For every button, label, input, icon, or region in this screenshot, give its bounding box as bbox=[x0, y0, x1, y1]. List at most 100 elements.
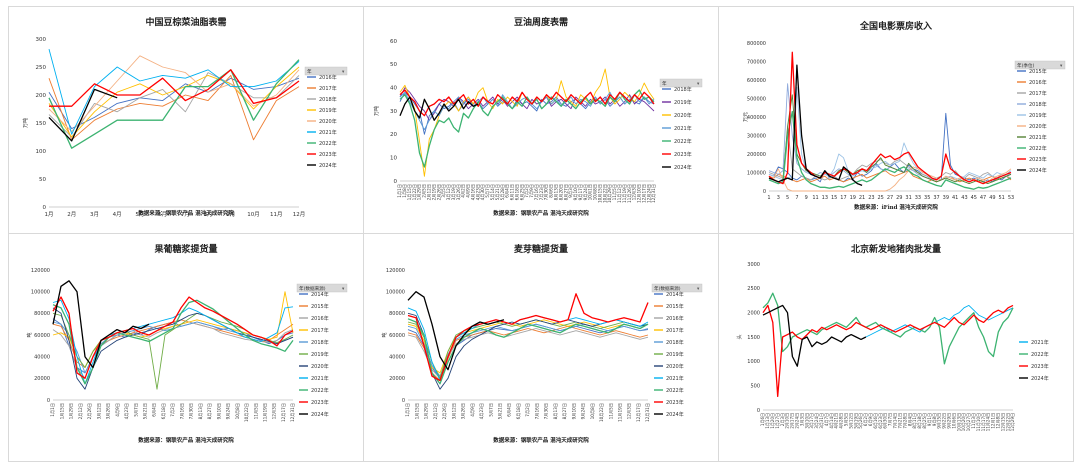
source-note: 数据来源：iFind 混沌天成研究院 bbox=[854, 203, 938, 211]
y-tick-label: 40000 bbox=[389, 354, 405, 360]
series-line-2023年 bbox=[762, 304, 1014, 398]
legend-label: 2023年 bbox=[319, 151, 337, 158]
x-tick-label: 10月8日 bbox=[590, 403, 596, 419]
x-tick-label: 7月16日 bbox=[179, 403, 185, 419]
filter-dropdown-icon[interactable]: ▾ bbox=[697, 82, 700, 87]
x-tick-label: 23 bbox=[868, 195, 874, 201]
legend-label: 2019年 bbox=[319, 107, 337, 114]
x-tick-label: 35 bbox=[924, 195, 930, 201]
series-line-2024年 bbox=[48, 88, 118, 142]
x-tick-label: 33 bbox=[915, 195, 921, 201]
x-tick-label: 11月24日 bbox=[986, 413, 991, 431]
x-tick-label: 41 bbox=[952, 195, 958, 201]
y-tick-label: 80000 bbox=[34, 311, 50, 317]
x-tick-label: 9月8日 bbox=[932, 413, 937, 426]
x-tick-label: 6月23日 bbox=[878, 413, 883, 429]
y-tick-label: 1000 bbox=[747, 359, 760, 365]
x-tick-label: 11月5日 bbox=[612, 184, 618, 200]
x-tick-label: 1月15日 bbox=[414, 403, 420, 419]
y-axis-label: 万吨 bbox=[22, 118, 29, 128]
series-line-2022年 bbox=[407, 318, 649, 385]
x-tick-label: 5月 bbox=[135, 211, 144, 218]
x-tick-label: 6月30日 bbox=[883, 413, 888, 429]
y-tick-label: 500000 bbox=[747, 96, 766, 102]
legend-header-box[interactable] bbox=[1014, 60, 1066, 70]
series-line-2024年 bbox=[762, 304, 867, 367]
legend-header-box[interactable] bbox=[651, 283, 703, 293]
x-tick-label: 12月3日 bbox=[632, 184, 638, 200]
x-tick-label: 4月9日 bbox=[115, 403, 121, 417]
x-tick-label: 12月17日 bbox=[281, 403, 287, 422]
filter-dropdown-icon[interactable]: ▾ bbox=[342, 287, 345, 292]
chart-title: 麦芽糖提货量 bbox=[514, 243, 568, 255]
x-tick-label: 45 bbox=[971, 195, 977, 201]
x-tick-label: 2月 bbox=[67, 211, 76, 218]
filter-dropdown-icon[interactable]: ▾ bbox=[342, 70, 345, 75]
legend-label: 2016年 bbox=[319, 74, 337, 81]
x-tick-label: 12月31日 bbox=[645, 403, 651, 422]
legend-label: 2020年 bbox=[666, 363, 684, 370]
x-tick-label: 8月 bbox=[204, 211, 213, 218]
x-tick-label: 7月30日 bbox=[189, 403, 195, 419]
legend-label: 2023年 bbox=[666, 399, 684, 406]
x-tick-label: 11月10日 bbox=[976, 413, 981, 431]
x-tick-label: 8月13日 bbox=[198, 403, 204, 419]
y-tick-label: 300000 bbox=[747, 133, 766, 139]
source-note: 数据来源：钢联农产品 混沌天成研究院 bbox=[493, 436, 589, 444]
chart-panel-pork-wholesale: 北京新发地猪肉批发量头 0 500 1000 1500 2000 2500 3000 1月6日 1… bbox=[718, 233, 1074, 462]
x-tick-label: 9月10日 bbox=[571, 403, 577, 419]
legend-label: 2018年 bbox=[319, 96, 337, 103]
x-tick-label: 7月28日 bbox=[902, 413, 907, 429]
legend-header-box[interactable] bbox=[296, 283, 348, 293]
x-tick-label: 3月26日 bbox=[106, 403, 112, 419]
legend-header-box[interactable] bbox=[304, 66, 348, 76]
x-tick-label: 31 bbox=[905, 195, 911, 201]
x-tick-label: 9月24日 bbox=[581, 403, 587, 419]
series-line-2022年 bbox=[762, 292, 1014, 365]
x-tick-label: 1月15日 bbox=[59, 403, 65, 419]
filter-dropdown-icon[interactable]: ▾ bbox=[1060, 64, 1063, 69]
x-tick-label: 11月3日 bbox=[971, 413, 976, 429]
x-tick-label: 2月3日 bbox=[780, 413, 785, 426]
x-tick-label: 13 bbox=[822, 195, 828, 201]
x-tick-label: 2月26日 bbox=[436, 184, 442, 200]
x-tick-label: 1月20日 bbox=[770, 413, 775, 429]
x-tick-label: 4月23日 bbox=[479, 403, 485, 419]
x-tick-label: 8月13日 bbox=[553, 403, 559, 419]
x-tick-label: 2月12日 bbox=[427, 184, 433, 200]
series-line-2016年 bbox=[52, 321, 294, 379]
x-tick-label: 4月28日 bbox=[839, 413, 844, 429]
chart-title: 全国电影票房收入 bbox=[859, 20, 932, 32]
y-tick-label: 100000 bbox=[31, 289, 50, 295]
series-line-2023年 bbox=[52, 296, 294, 379]
legend-label: 2024年 bbox=[311, 411, 329, 418]
x-tick-label: 3月 bbox=[90, 211, 99, 218]
y-axis-label: 吨 bbox=[381, 332, 388, 337]
chart-panel-maltose-delivery: 麦芽糖提货量吨 0 20000 40000 60000 80000 100000 120000… bbox=[363, 233, 719, 462]
legend-header: 年(季位) bbox=[1017, 62, 1035, 69]
legend-label: 2024年 bbox=[666, 411, 684, 418]
series-line-2022年 bbox=[52, 299, 294, 385]
legend-label: 2016年 bbox=[311, 315, 329, 322]
x-tick-label: 7月2日 bbox=[524, 184, 530, 198]
x-tick-label: 12月10日 bbox=[637, 184, 643, 203]
filter-dropdown-icon[interactable]: ▾ bbox=[697, 287, 700, 292]
x-tick-label: 8月18日 bbox=[917, 413, 922, 429]
y-tick-label: 10 bbox=[390, 155, 397, 161]
legend-header-box[interactable] bbox=[659, 78, 703, 88]
y-tick-label: 700000 bbox=[747, 59, 766, 65]
x-tick-label: 21 bbox=[859, 195, 865, 201]
x-tick-label: 4月30日 bbox=[480, 184, 486, 200]
legend-label: 2018年 bbox=[674, 86, 692, 93]
x-tick-label: 6月18日 bbox=[161, 403, 167, 419]
x-tick-label: 37 bbox=[933, 195, 939, 201]
x-tick-label: 3月12日 bbox=[451, 403, 457, 419]
x-tick-label: 1月15日 bbox=[407, 184, 413, 200]
series-line-2018年 bbox=[407, 323, 649, 377]
y-tick-label: 0 bbox=[763, 189, 766, 195]
x-tick-label: 4月16日 bbox=[470, 184, 476, 200]
legend-label: 2023年 bbox=[1029, 156, 1047, 163]
x-tick-label: 1月22日 bbox=[412, 184, 418, 200]
